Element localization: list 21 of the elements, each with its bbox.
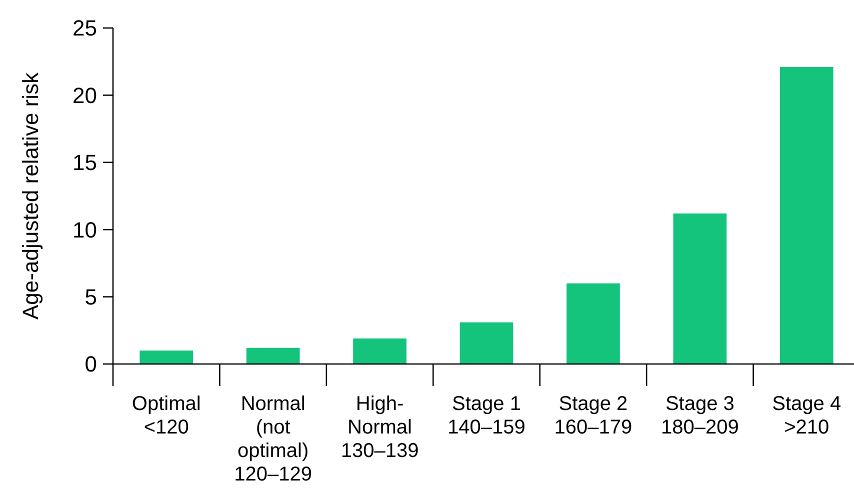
bar bbox=[673, 213, 727, 364]
x-tick-label: Stage 4 >210 bbox=[772, 393, 842, 438]
bar bbox=[353, 338, 406, 364]
y-tick-label: 0 bbox=[84, 352, 97, 377]
x-tick-label: Stage 3 180–209 bbox=[660, 393, 739, 438]
x-tick-label: High- Normal 130–139 bbox=[340, 393, 419, 462]
bar bbox=[246, 348, 300, 364]
y-tick-label: 25 bbox=[72, 16, 97, 41]
bar bbox=[780, 66, 834, 364]
y-axis-title: Age-adjusted relative risk bbox=[18, 72, 43, 320]
y-tick-label: 5 bbox=[84, 284, 97, 310]
x-tick-label: Stage 2 160–179 bbox=[554, 393, 632, 438]
bar bbox=[566, 283, 620, 364]
y-tick-label: 15 bbox=[72, 150, 97, 176]
bar bbox=[140, 350, 194, 364]
y-tick-label: 20 bbox=[72, 82, 97, 108]
x-tick-label: Optimal <120 bbox=[132, 393, 201, 438]
y-tick-label: 10 bbox=[72, 217, 97, 242]
x-tick-label: Normal (not optimal) 120–129 bbox=[234, 393, 312, 486]
x-tick-label: Stage 1 140–159 bbox=[448, 393, 526, 438]
bar bbox=[460, 322, 514, 364]
